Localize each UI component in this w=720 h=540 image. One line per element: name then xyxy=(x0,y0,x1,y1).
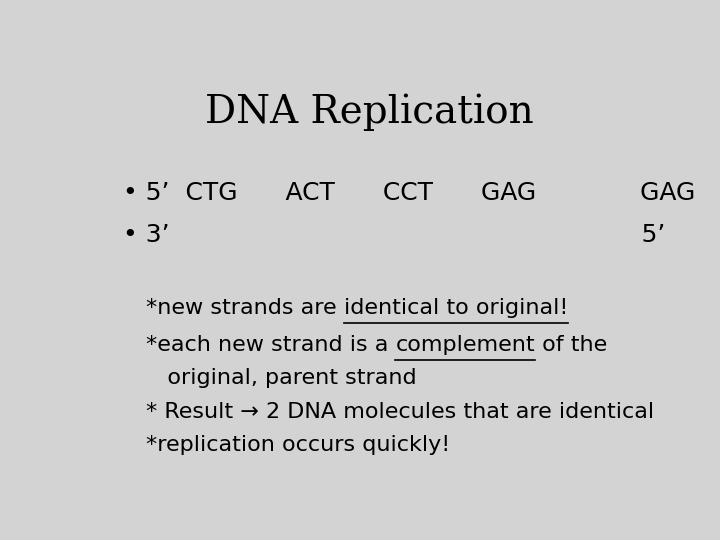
Text: • 5’  CTG      ACT      CCT      GAG             GAG    3’: • 5’ CTG ACT CCT GAG GAG 3’ xyxy=(124,181,720,205)
Text: *replication occurs quickly!: *replication occurs quickly! xyxy=(145,435,450,455)
Text: • 3’                                                           5’: • 3’ 5’ xyxy=(124,223,666,247)
Text: DNA Replication: DNA Replication xyxy=(204,94,534,131)
Text: *new strands are: *new strands are xyxy=(145,298,343,318)
Text: * Result → 2 DNA molecules that are identical: * Result → 2 DNA molecules that are iden… xyxy=(145,402,654,422)
Text: of the: of the xyxy=(535,335,607,355)
Text: *each new strand is a: *each new strand is a xyxy=(145,335,395,355)
Text: identical to original!: identical to original! xyxy=(343,298,568,318)
Text: complement: complement xyxy=(395,335,535,355)
Text: original, parent strand: original, parent strand xyxy=(145,368,416,388)
